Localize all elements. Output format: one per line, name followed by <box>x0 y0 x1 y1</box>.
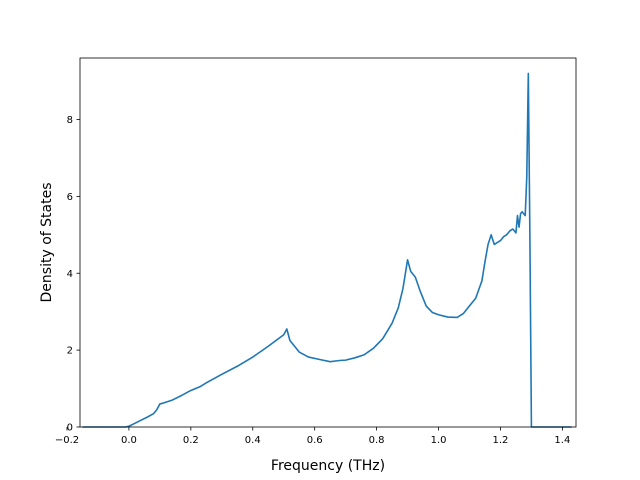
x-tick-label: 1.4 <box>554 435 570 446</box>
y-tick-label: 8 <box>67 115 73 126</box>
y-tick-label: 4 <box>67 269 73 280</box>
x-tick-label: 0.0 <box>121 435 137 446</box>
y-tick-label: 0 <box>67 423 73 434</box>
series-line-0 <box>82 72 572 428</box>
x-tick-label: 0.8 <box>369 435 385 446</box>
x-tick-label: −0.2 <box>55 435 79 446</box>
x-axis-label: Frequency (THz) <box>271 458 385 474</box>
x-tick-label: 0.6 <box>307 435 323 446</box>
y-axis: 0 2 4 6 8 <box>67 115 80 434</box>
x-tick-label: 0.2 <box>183 435 199 446</box>
y-tick-label: 6 <box>67 192 73 203</box>
x-axis: −0.2 0.0 0.2 0.4 0.6 0.8 1.0 1.2 1.4 <box>55 427 570 446</box>
y-tick-label: 2 <box>67 346 73 357</box>
plot-area <box>82 72 572 428</box>
x-tick-label: 0.4 <box>245 435 261 446</box>
y-axis-label: Density of States <box>39 183 55 303</box>
axes-frame <box>79 57 577 428</box>
x-tick-label: 1.0 <box>431 435 447 446</box>
x-tick-label: 1.2 <box>493 435 509 446</box>
